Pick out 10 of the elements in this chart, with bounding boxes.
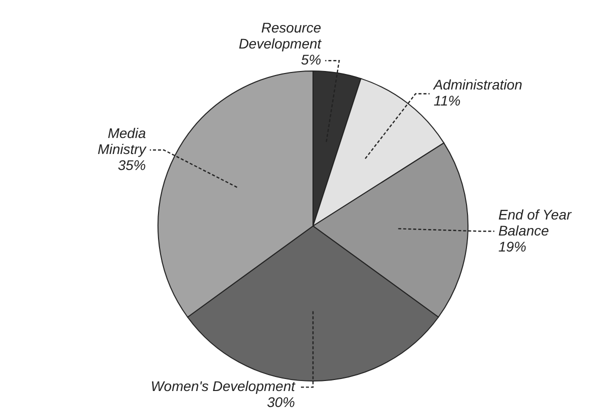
data-label: 11% [434,92,461,109]
slice-label: Women's Development [150,378,296,394]
slice-label: End of Year Balance [498,206,573,238]
data-label: 19% [498,238,526,254]
data-label: 30% [266,394,295,410]
data-label: 35% [118,157,146,173]
slice-label: Administration [432,76,523,93]
data-label: 5% [300,52,322,68]
slice-label: Resource Development [238,20,322,52]
slice-label: Media Ministry [98,125,147,157]
